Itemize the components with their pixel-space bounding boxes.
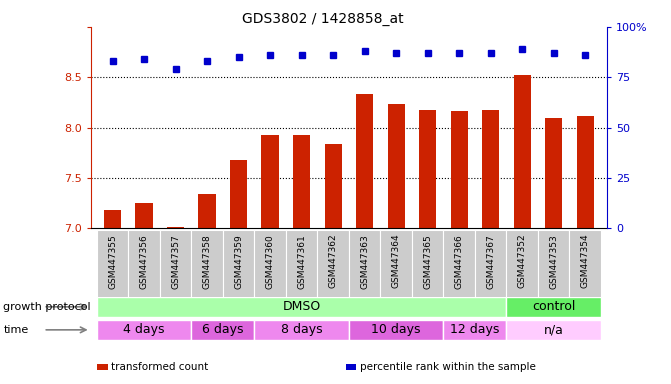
Text: GSM447363: GSM447363 xyxy=(360,234,369,288)
Bar xyxy=(412,230,444,298)
Text: GSM447355: GSM447355 xyxy=(108,234,117,288)
Text: GSM447356: GSM447356 xyxy=(140,234,149,288)
Bar xyxy=(356,94,373,228)
Bar xyxy=(380,230,412,298)
Bar xyxy=(507,320,601,340)
Bar xyxy=(191,230,223,298)
Bar xyxy=(349,230,380,298)
Bar xyxy=(538,230,570,298)
Text: 8 days: 8 days xyxy=(281,323,323,336)
Bar xyxy=(570,230,601,298)
Bar xyxy=(199,194,216,228)
Bar xyxy=(230,160,248,228)
Bar xyxy=(128,230,160,298)
Bar xyxy=(482,109,499,228)
Bar xyxy=(293,135,310,228)
Text: GSM447359: GSM447359 xyxy=(234,234,243,288)
Bar xyxy=(254,230,286,298)
Bar xyxy=(325,144,342,228)
Bar xyxy=(388,104,405,228)
Bar xyxy=(104,210,121,228)
Text: GSM447367: GSM447367 xyxy=(486,234,495,288)
Bar xyxy=(507,297,601,317)
Bar xyxy=(513,75,531,228)
Bar xyxy=(167,227,185,228)
Text: GSM447364: GSM447364 xyxy=(392,234,401,288)
Text: n/a: n/a xyxy=(544,323,564,336)
Text: GSM447358: GSM447358 xyxy=(203,234,211,288)
Bar xyxy=(97,297,507,317)
Bar xyxy=(286,230,317,298)
Bar xyxy=(349,320,444,340)
Bar xyxy=(262,135,279,228)
Bar xyxy=(97,320,191,340)
Text: GSM447361: GSM447361 xyxy=(297,234,306,288)
Text: 12 days: 12 days xyxy=(450,323,500,336)
Text: 4 days: 4 days xyxy=(123,323,165,336)
Text: DMSO: DMSO xyxy=(282,300,321,313)
Text: GSM447365: GSM447365 xyxy=(423,234,432,288)
Text: GSM447353: GSM447353 xyxy=(549,234,558,288)
Bar xyxy=(545,118,562,228)
Bar xyxy=(450,111,468,228)
Bar xyxy=(254,320,349,340)
Text: control: control xyxy=(532,300,576,313)
Bar xyxy=(97,230,128,298)
Text: GSM447366: GSM447366 xyxy=(455,234,464,288)
Text: GSM447352: GSM447352 xyxy=(518,234,527,288)
Text: GSM447354: GSM447354 xyxy=(580,234,590,288)
Bar xyxy=(444,230,475,298)
Text: time: time xyxy=(3,325,29,335)
Text: transformed count: transformed count xyxy=(111,362,209,372)
Bar xyxy=(507,230,538,298)
Bar xyxy=(576,116,594,228)
Bar xyxy=(419,109,436,228)
Text: 6 days: 6 days xyxy=(202,323,244,336)
Bar xyxy=(317,230,349,298)
Text: GSM447360: GSM447360 xyxy=(266,234,274,288)
Text: GSM447357: GSM447357 xyxy=(171,234,180,288)
Text: 10 days: 10 days xyxy=(372,323,421,336)
Bar xyxy=(136,203,153,228)
Text: GSM447362: GSM447362 xyxy=(329,234,338,288)
Text: GDS3802 / 1428858_at: GDS3802 / 1428858_at xyxy=(242,12,404,25)
Text: percentile rank within the sample: percentile rank within the sample xyxy=(360,362,535,372)
Bar xyxy=(160,230,191,298)
Bar xyxy=(223,230,254,298)
Bar xyxy=(475,230,507,298)
Text: growth protocol: growth protocol xyxy=(3,302,91,312)
Bar xyxy=(191,320,254,340)
Bar xyxy=(444,320,507,340)
